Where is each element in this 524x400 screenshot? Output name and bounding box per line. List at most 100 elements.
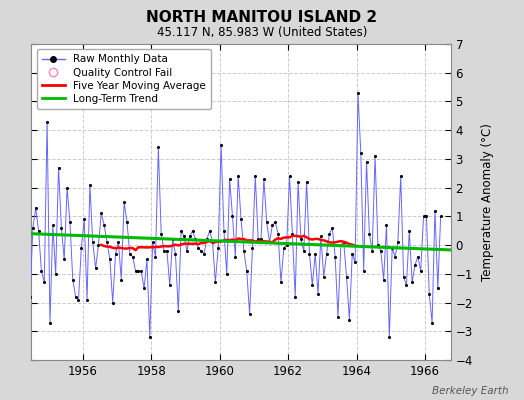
Point xyxy=(112,250,120,257)
Point xyxy=(57,225,66,231)
Point xyxy=(263,219,271,225)
Point xyxy=(274,230,282,237)
Point xyxy=(35,228,43,234)
Point xyxy=(348,250,356,257)
Point xyxy=(137,268,146,274)
Point xyxy=(23,210,31,217)
Point xyxy=(211,279,220,286)
Point xyxy=(80,216,89,222)
Point xyxy=(140,285,148,291)
Point xyxy=(405,228,413,234)
Point xyxy=(260,176,268,182)
Point xyxy=(83,296,91,303)
Point xyxy=(51,271,60,277)
Point xyxy=(31,204,40,211)
Point xyxy=(191,236,200,242)
Point xyxy=(117,276,125,283)
Point xyxy=(385,334,394,340)
Text: Berkeley Earth: Berkeley Earth xyxy=(432,386,508,396)
Point xyxy=(417,268,425,274)
Point xyxy=(254,236,263,242)
Point xyxy=(234,173,243,179)
Point xyxy=(391,253,399,260)
Point xyxy=(294,179,302,185)
Point xyxy=(174,308,182,314)
Point xyxy=(340,239,348,246)
Point xyxy=(411,262,419,268)
Point xyxy=(383,222,391,228)
Point xyxy=(357,150,365,156)
Point xyxy=(342,274,351,280)
Point xyxy=(54,164,63,171)
Point xyxy=(436,213,445,220)
Point xyxy=(94,242,103,248)
Point xyxy=(171,250,180,257)
Point xyxy=(328,225,336,231)
Point xyxy=(225,176,234,182)
Point xyxy=(286,173,294,179)
Text: 45.117 N, 85.983 W (United States): 45.117 N, 85.983 W (United States) xyxy=(157,26,367,39)
Point xyxy=(100,222,108,228)
Point xyxy=(123,219,131,225)
Point xyxy=(154,144,162,151)
Point xyxy=(419,213,428,220)
Point xyxy=(351,259,359,266)
Point xyxy=(160,248,168,254)
Point xyxy=(280,245,288,251)
Point xyxy=(359,268,368,274)
Point xyxy=(422,213,431,220)
Point xyxy=(322,250,331,257)
Point xyxy=(434,285,442,291)
Point xyxy=(271,219,279,225)
Point xyxy=(402,282,411,288)
Point xyxy=(291,294,299,300)
Point xyxy=(325,230,334,237)
Point xyxy=(183,248,191,254)
Point xyxy=(146,334,154,340)
Point xyxy=(128,253,137,260)
Point xyxy=(40,279,48,286)
Point xyxy=(17,216,26,222)
Point xyxy=(60,256,69,263)
Point xyxy=(200,250,208,257)
Point xyxy=(413,253,422,260)
Point xyxy=(20,176,28,182)
Point xyxy=(162,248,171,254)
Point xyxy=(268,222,277,228)
Point xyxy=(379,276,388,283)
Point xyxy=(354,90,362,96)
Point xyxy=(239,248,248,254)
Point xyxy=(302,179,311,185)
Point xyxy=(197,248,205,254)
Point xyxy=(37,268,46,274)
Point xyxy=(91,265,100,271)
Point xyxy=(86,182,94,188)
Point xyxy=(103,239,111,246)
Point xyxy=(29,225,37,231)
Point xyxy=(394,239,402,246)
Point xyxy=(185,233,194,240)
Point xyxy=(334,314,342,320)
Point xyxy=(311,250,320,257)
Point xyxy=(431,208,439,214)
Point xyxy=(300,248,308,254)
Point xyxy=(377,248,385,254)
Point xyxy=(257,236,265,242)
Point xyxy=(188,228,196,234)
Point xyxy=(399,274,408,280)
Point xyxy=(248,245,257,251)
Point xyxy=(408,279,417,286)
Point xyxy=(428,320,436,326)
Point xyxy=(177,228,185,234)
Point xyxy=(166,282,174,288)
Point xyxy=(46,320,54,326)
Point xyxy=(12,179,20,185)
Point xyxy=(314,291,322,297)
Point xyxy=(168,236,177,242)
Point xyxy=(89,239,97,246)
Point xyxy=(77,245,85,251)
Point xyxy=(43,118,51,125)
Point xyxy=(214,245,222,251)
Point xyxy=(26,294,34,300)
Point xyxy=(114,239,123,246)
